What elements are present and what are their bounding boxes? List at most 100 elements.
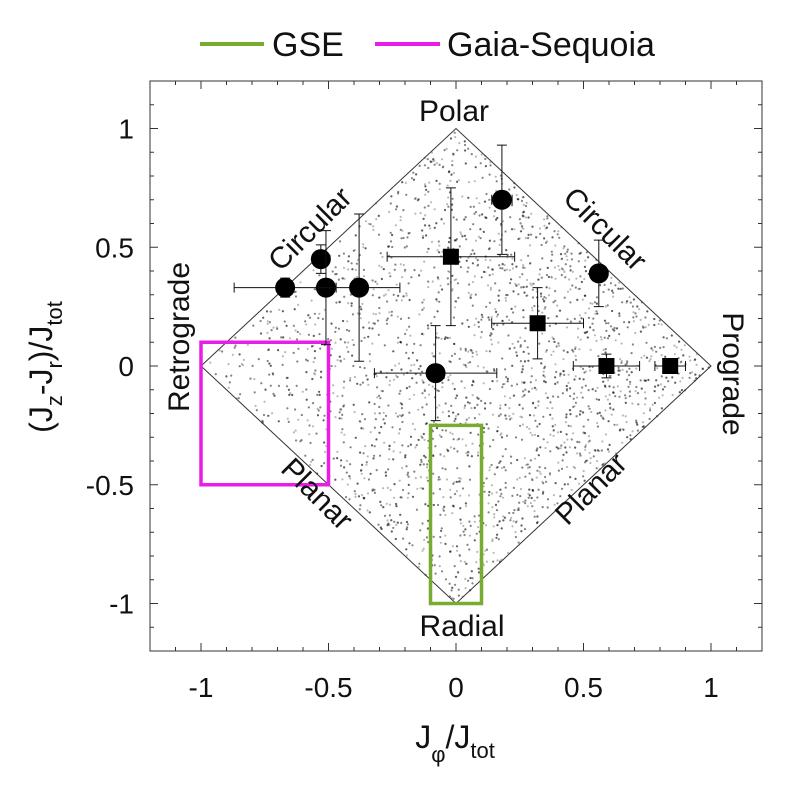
background-point bbox=[660, 354, 663, 357]
background-point bbox=[510, 516, 513, 520]
background-point bbox=[383, 344, 386, 347]
background-point bbox=[305, 388, 308, 391]
background-point bbox=[526, 463, 529, 466]
background-point bbox=[458, 357, 461, 360]
background-point bbox=[528, 488, 531, 491]
background-point bbox=[469, 296, 472, 299]
background-point bbox=[523, 360, 527, 363]
background-point bbox=[521, 466, 524, 469]
background-point bbox=[361, 463, 364, 466]
background-point bbox=[532, 401, 535, 404]
background-point bbox=[399, 389, 402, 392]
background-point bbox=[420, 332, 424, 335]
background-point bbox=[411, 351, 414, 354]
background-point bbox=[341, 428, 344, 431]
background-point bbox=[562, 349, 565, 352]
background-point bbox=[417, 198, 420, 201]
background-point bbox=[348, 498, 351, 501]
background-point bbox=[494, 503, 498, 506]
background-point bbox=[560, 444, 563, 447]
region-label-polar: Polar bbox=[419, 95, 489, 128]
background-point bbox=[385, 322, 389, 325]
background-point bbox=[471, 582, 474, 585]
background-point bbox=[360, 469, 363, 472]
background-point bbox=[521, 214, 524, 217]
background-point bbox=[376, 319, 380, 322]
background-point bbox=[587, 316, 591, 319]
background-point bbox=[485, 423, 488, 426]
background-point bbox=[363, 336, 366, 339]
background-point bbox=[492, 525, 495, 528]
background-point bbox=[592, 329, 595, 332]
background-point bbox=[345, 471, 348, 474]
x-axis-label-j: J bbox=[415, 719, 431, 755]
background-point bbox=[401, 488, 405, 492]
background-point bbox=[283, 320, 286, 323]
background-point bbox=[468, 478, 472, 481]
background-point bbox=[519, 424, 522, 427]
background-point bbox=[305, 323, 308, 326]
background-point bbox=[432, 472, 435, 475]
background-point bbox=[539, 232, 542, 235]
background-point bbox=[382, 418, 385, 421]
background-point bbox=[491, 413, 495, 416]
background-point bbox=[422, 217, 425, 220]
background-point bbox=[420, 332, 424, 335]
background-point bbox=[355, 262, 358, 265]
background-point bbox=[469, 576, 472, 580]
background-point bbox=[593, 334, 597, 337]
background-point bbox=[563, 296, 566, 299]
background-point bbox=[510, 384, 513, 387]
background-point bbox=[582, 425, 585, 428]
background-point bbox=[497, 341, 500, 344]
background-point bbox=[608, 393, 611, 396]
background-point bbox=[422, 307, 425, 310]
background-point bbox=[464, 162, 467, 165]
background-point bbox=[367, 335, 370, 338]
background-point bbox=[617, 369, 620, 372]
background-point bbox=[549, 433, 552, 436]
background-point bbox=[485, 477, 488, 480]
background-point bbox=[531, 309, 534, 312]
background-point bbox=[528, 466, 531, 469]
background-point bbox=[578, 452, 582, 455]
background-point bbox=[477, 235, 480, 238]
background-point bbox=[515, 351, 518, 354]
background-point bbox=[536, 515, 539, 518]
background-point bbox=[489, 164, 492, 167]
background-point bbox=[655, 379, 658, 382]
background-point bbox=[338, 417, 341, 420]
background-point bbox=[479, 237, 482, 240]
background-point bbox=[607, 322, 610, 325]
background-point bbox=[312, 344, 315, 348]
background-point bbox=[360, 472, 363, 475]
background-point bbox=[484, 402, 487, 405]
background-point bbox=[493, 369, 496, 372]
background-point bbox=[508, 407, 511, 410]
background-point bbox=[651, 349, 655, 352]
background-point bbox=[412, 171, 415, 174]
background-point bbox=[536, 425, 539, 428]
background-point bbox=[695, 363, 698, 366]
background-point bbox=[368, 511, 371, 514]
background-point bbox=[249, 377, 252, 380]
background-point bbox=[287, 388, 291, 391]
background-point bbox=[513, 186, 516, 189]
background-point bbox=[588, 407, 591, 410]
background-point bbox=[334, 326, 337, 329]
background-point bbox=[307, 314, 310, 317]
background-point bbox=[307, 314, 310, 317]
background-point bbox=[529, 381, 532, 384]
background-point bbox=[353, 411, 356, 414]
background-point bbox=[457, 571, 460, 574]
background-point bbox=[427, 247, 430, 250]
background-point bbox=[271, 372, 274, 375]
background-point bbox=[461, 195, 464, 198]
background-point bbox=[624, 394, 627, 397]
background-point bbox=[293, 308, 296, 311]
background-point bbox=[354, 495, 357, 498]
background-point bbox=[285, 324, 288, 327]
background-point bbox=[542, 415, 545, 418]
background-point bbox=[397, 294, 400, 297]
background-point bbox=[484, 157, 487, 161]
